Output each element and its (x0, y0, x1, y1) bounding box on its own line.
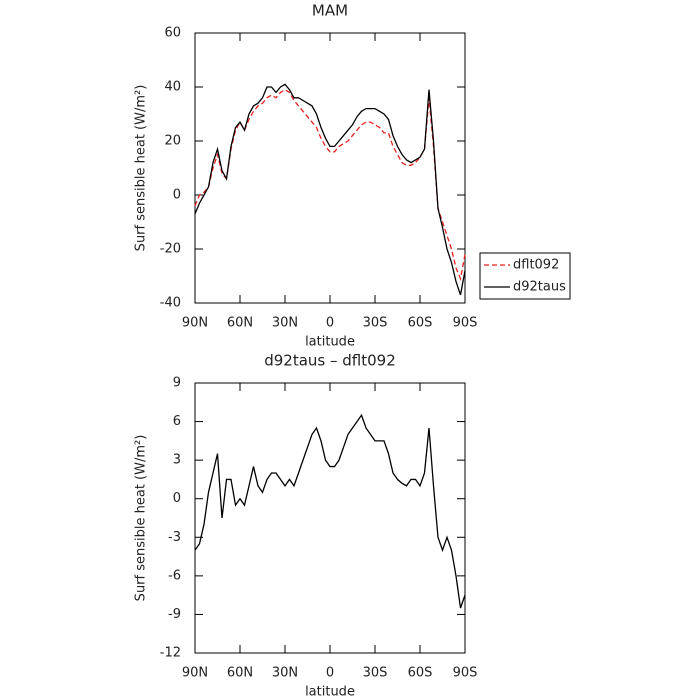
y-tick-label: -40 (160, 296, 181, 311)
x-tick-label: 60N (227, 316, 253, 331)
y-tick-label: 60 (164, 26, 181, 41)
chart-title: MAM (312, 2, 348, 20)
chart-title: d92taus – dflt092 (264, 352, 396, 370)
y-axis-label: Surf sensible heat (W/m²) (134, 435, 149, 602)
x-tick-label: 60N (227, 666, 253, 681)
legend-label: d92taus (513, 280, 566, 295)
data-line (194, 83, 466, 296)
y-tick-label: 20 (164, 134, 181, 149)
x-axis-label: latitude (305, 685, 355, 700)
y-tick-label: -9 (168, 607, 181, 622)
x-tick-label: 30S (363, 316, 388, 331)
x-tick-label: 90S (453, 316, 478, 331)
x-tick-label: 0 (326, 316, 334, 331)
data-line (194, 88, 466, 281)
x-tick-label: 30N (272, 316, 298, 331)
y-tick-label: -12 (160, 646, 181, 661)
y-axis-label: Surf sensible heat (W/m²) (134, 85, 149, 252)
plot-frame (194, 32, 466, 304)
y-tick-label: 40 (164, 80, 181, 95)
plot-frame (194, 382, 466, 654)
y-tick-label: -3 (168, 530, 181, 545)
y-tick-label: -6 (168, 568, 181, 583)
legend-box (479, 252, 571, 300)
y-tick-label: 3 (173, 453, 181, 468)
y-tick-label: 0 (173, 491, 181, 506)
x-tick-label: 30N (272, 666, 298, 681)
x-axis-label: latitude (305, 335, 355, 350)
x-tick-label: 90S (453, 666, 478, 681)
x-tick-label: 30S (363, 666, 388, 681)
y-tick-label: 9 (173, 376, 181, 391)
x-tick-label: 60S (408, 666, 433, 681)
x-tick-label: 90N (182, 666, 208, 681)
y-tick-label: -20 (160, 242, 181, 257)
y-tick-label: 6 (173, 414, 181, 429)
legend-label: dflt092 (513, 258, 559, 273)
x-tick-label: 0 (326, 666, 334, 681)
x-tick-label: 60S (408, 316, 433, 331)
y-tick-label: 0 (173, 188, 181, 203)
data-line (194, 413, 466, 609)
x-tick-label: 90N (182, 316, 208, 331)
